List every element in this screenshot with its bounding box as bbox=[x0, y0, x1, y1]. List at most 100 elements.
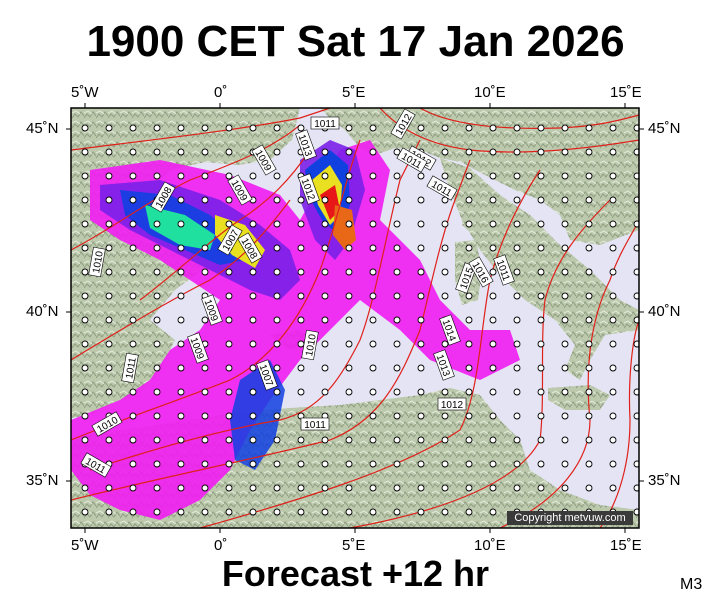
station-circle bbox=[321, 148, 329, 156]
station-circle bbox=[489, 364, 497, 372]
station-circle bbox=[369, 436, 377, 444]
station-circle bbox=[297, 292, 305, 300]
station-circle bbox=[489, 388, 497, 396]
station-circle bbox=[369, 388, 377, 396]
station-circle bbox=[345, 436, 353, 444]
lon-label-bottom-5e: 5˚E bbox=[342, 537, 366, 554]
station-circle bbox=[153, 460, 161, 468]
station-circle bbox=[153, 388, 161, 396]
station-circle bbox=[129, 436, 137, 444]
station-circle bbox=[465, 244, 473, 252]
precipitation-layer bbox=[71, 140, 520, 520]
isobar-line bbox=[139, 149, 311, 301]
station-circle bbox=[585, 196, 593, 204]
station-circle bbox=[369, 460, 377, 468]
station-circle bbox=[489, 460, 497, 468]
station-circle bbox=[441, 508, 449, 516]
station-circle bbox=[465, 196, 473, 204]
station-circle bbox=[129, 316, 137, 324]
station-circle bbox=[321, 292, 329, 300]
station-circle bbox=[561, 364, 569, 372]
station-circle bbox=[537, 364, 545, 372]
station-circle bbox=[177, 484, 185, 492]
station-circle bbox=[201, 412, 209, 420]
station-circle bbox=[393, 196, 401, 204]
station-circle bbox=[249, 436, 257, 444]
station-circle bbox=[441, 484, 449, 492]
station-circle bbox=[393, 316, 401, 324]
station-circle bbox=[393, 508, 401, 516]
station-circle bbox=[177, 412, 185, 420]
isobar-label-text: 1011 bbox=[304, 420, 326, 431]
isobar-label-box bbox=[201, 294, 223, 326]
station-circle bbox=[441, 436, 449, 444]
station-circle bbox=[273, 364, 281, 372]
station-circle bbox=[81, 316, 89, 324]
station-circle bbox=[345, 292, 353, 300]
station-circle bbox=[201, 460, 209, 468]
station-circle bbox=[105, 364, 113, 372]
station-circle bbox=[177, 244, 185, 252]
isobar-label-box bbox=[121, 352, 139, 384]
station-circle bbox=[105, 388, 113, 396]
station-circle bbox=[225, 316, 233, 324]
station-circle bbox=[633, 172, 639, 180]
station-circle bbox=[633, 388, 639, 396]
lon-label-top-10e: 10˚E bbox=[474, 84, 506, 101]
station-circle bbox=[561, 292, 569, 300]
isobar-line bbox=[599, 319, 639, 528]
station-circle bbox=[321, 316, 329, 324]
station-circle bbox=[489, 292, 497, 300]
station-circle bbox=[585, 148, 593, 156]
station-circle bbox=[513, 316, 521, 324]
station-circle bbox=[465, 508, 473, 516]
station-circle bbox=[393, 148, 401, 156]
station-circle bbox=[129, 460, 137, 468]
station-circle bbox=[393, 364, 401, 372]
station-circle bbox=[561, 172, 569, 180]
station-circle bbox=[633, 484, 639, 492]
station-circle bbox=[249, 388, 257, 396]
station-circle bbox=[273, 148, 281, 156]
station-circle bbox=[393, 244, 401, 252]
station-circle bbox=[249, 484, 257, 492]
lat-label-left-40n: 40˚N bbox=[26, 303, 59, 320]
isobar-label-box bbox=[310, 116, 340, 130]
station-circle bbox=[81, 268, 89, 276]
station-circle bbox=[273, 244, 281, 252]
isobar-line bbox=[419, 108, 639, 130]
station-circle bbox=[585, 244, 593, 252]
station-circle bbox=[633, 460, 639, 468]
station-circle bbox=[441, 148, 449, 156]
station-circle bbox=[153, 508, 161, 516]
station-circle bbox=[345, 196, 353, 204]
station-circle bbox=[297, 364, 305, 372]
station-circle bbox=[609, 172, 617, 180]
lon-label-top-5e: 5˚E bbox=[342, 84, 366, 101]
station-circle bbox=[297, 244, 305, 252]
station-circle bbox=[393, 268, 401, 276]
station-circle bbox=[513, 388, 521, 396]
station-circle bbox=[321, 340, 329, 348]
station-circle bbox=[249, 316, 257, 324]
station-circle bbox=[537, 388, 545, 396]
station-circle bbox=[585, 124, 593, 132]
station-circle bbox=[345, 484, 353, 492]
station-circle bbox=[465, 340, 473, 348]
station-circle bbox=[273, 460, 281, 468]
station-circle bbox=[249, 460, 257, 468]
station-circle bbox=[345, 412, 353, 420]
station-circle bbox=[81, 340, 89, 348]
station-circle bbox=[249, 340, 257, 348]
station-circle bbox=[81, 484, 89, 492]
station-circle bbox=[129, 268, 137, 276]
lon-label-bottom-5w: 5˚W bbox=[71, 537, 99, 554]
station-circle bbox=[537, 484, 545, 492]
station-circle bbox=[513, 412, 521, 420]
station-circle bbox=[513, 268, 521, 276]
station-circle bbox=[441, 340, 449, 348]
station-circle bbox=[297, 388, 305, 396]
station-circle bbox=[489, 244, 497, 252]
station-circle bbox=[513, 196, 521, 204]
